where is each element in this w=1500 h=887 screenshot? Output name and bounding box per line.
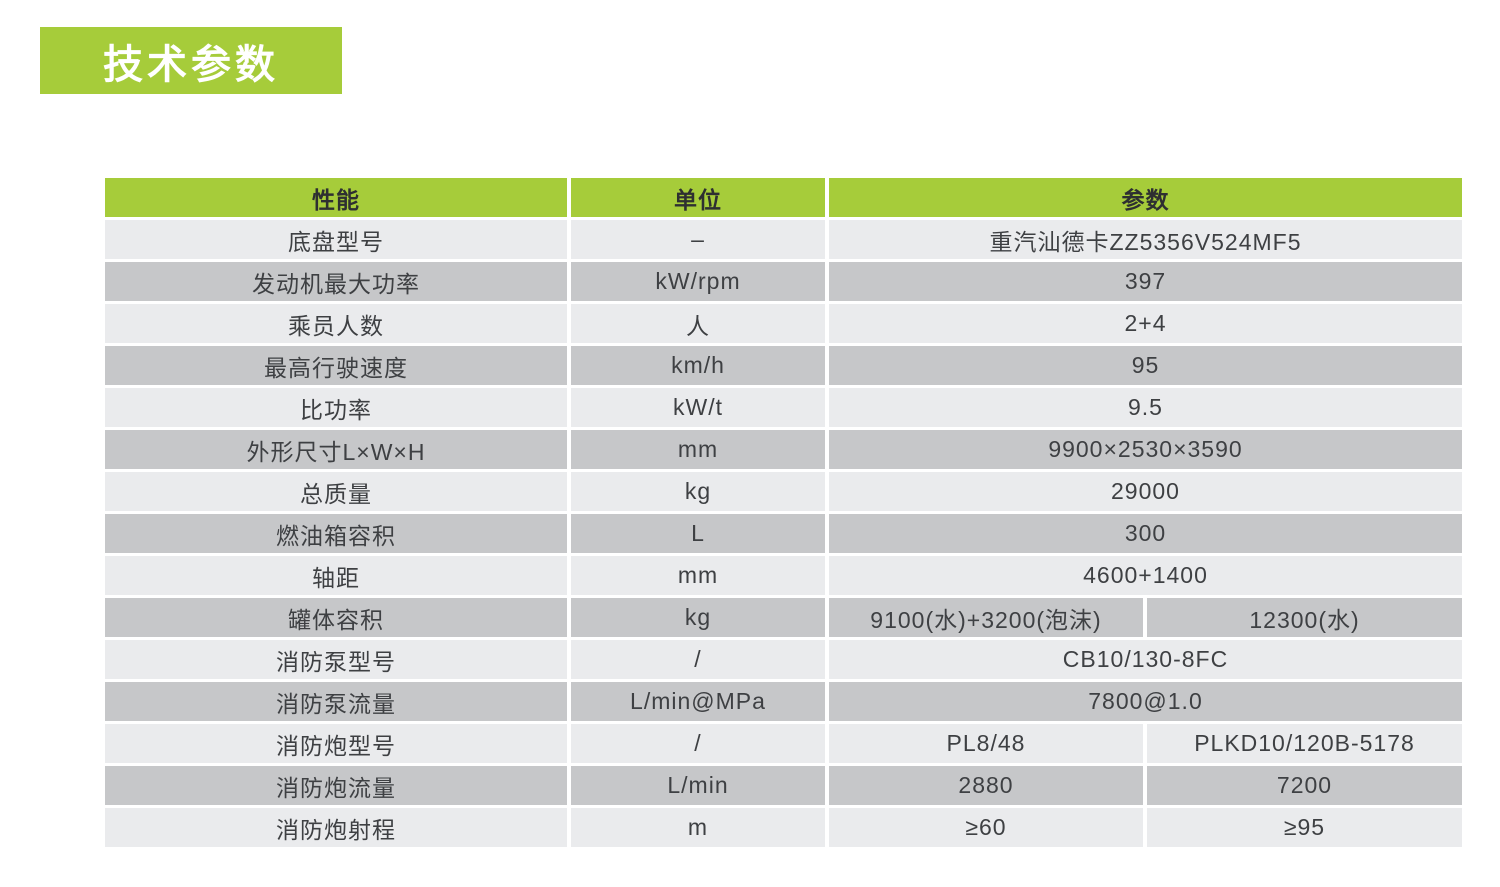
spec-value-cell: 7800@1.0 <box>829 682 1462 721</box>
column-header-parameter: 参数 <box>829 178 1462 217</box>
spec-value-cell: 9.5 <box>829 388 1462 427</box>
spec-label-cell: 消防泵流量 <box>105 682 567 721</box>
spec-label-cell: 乘员人数 <box>105 304 567 343</box>
spec-unit-cell: mm <box>571 556 825 595</box>
spec-label-cell: 消防炮流量 <box>105 766 567 805</box>
spec-value-cell: 7200 <box>1147 766 1462 805</box>
spec-label-cell: 最高行驶速度 <box>105 346 567 385</box>
spec-table: 性能 单位 参数 底盘型号 – 重汽汕德卡ZZ5356V524MF5 发动机最大功率 k… <box>105 178 1462 847</box>
spec-unit-cell: / <box>571 724 825 763</box>
spec-value-cell: ≥60 <box>829 808 1143 847</box>
spec-label-cell: 发动机最大功率 <box>105 262 567 301</box>
spec-label-cell: 消防炮型号 <box>105 724 567 763</box>
spec-value-cell: PL8/48 <box>829 724 1143 763</box>
spec-unit-cell: 人 <box>571 304 825 343</box>
spec-label-cell: 外形尺寸L×W×H <box>105 430 567 469</box>
spec-value-cell: 2+4 <box>829 304 1462 343</box>
spec-value-cell: 9100(水)+3200(泡沫) <box>829 598 1143 637</box>
spec-label-cell: 比功率 <box>105 388 567 427</box>
spec-unit-cell: L/min <box>571 766 825 805</box>
spec-unit-cell: L <box>571 514 825 553</box>
spec-unit-cell: kW/rpm <box>571 262 825 301</box>
spec-label-cell: 消防泵型号 <box>105 640 567 679</box>
spec-unit-cell: kW/t <box>571 388 825 427</box>
spec-label-cell: 燃油箱容积 <box>105 514 567 553</box>
spec-unit-cell: L/min@MPa <box>571 682 825 721</box>
spec-label-cell: 总质量 <box>105 472 567 511</box>
spec-unit-cell: / <box>571 640 825 679</box>
spec-value-cell: 2880 <box>829 766 1143 805</box>
spec-unit-cell: m <box>571 808 825 847</box>
spec-unit-cell: km/h <box>571 346 825 385</box>
spec-value-cell: 95 <box>829 346 1462 385</box>
spec-value-cell: 12300(水) <box>1147 598 1462 637</box>
column-header-unit: 单位 <box>571 178 825 217</box>
spec-label-cell: 轴距 <box>105 556 567 595</box>
spec-value-cell: ≥95 <box>1147 808 1462 847</box>
spec-value-cell: 4600+1400 <box>829 556 1462 595</box>
spec-value-cell: PLKD10/120B-5178 <box>1147 724 1462 763</box>
spec-value-cell: 29000 <box>829 472 1462 511</box>
spec-label-cell: 底盘型号 <box>105 220 567 259</box>
spec-label-cell: 罐体容积 <box>105 598 567 637</box>
spec-value-cell: 重汽汕德卡ZZ5356V524MF5 <box>829 220 1462 259</box>
spec-value-cell: CB10/130-8FC <box>829 640 1462 679</box>
spec-value-cell: 397 <box>829 262 1462 301</box>
spec-label-cell: 消防炮射程 <box>105 808 567 847</box>
spec-value-cell: 300 <box>829 514 1462 553</box>
page-title-text: 技术参数 <box>103 42 279 87</box>
column-header-performance: 性能 <box>105 178 567 217</box>
spec-value-cell: 9900×2530×3590 <box>829 430 1462 469</box>
spec-unit-cell: kg <box>571 472 825 511</box>
spec-unit-cell: kg <box>571 598 825 637</box>
page-title: 技术参数 <box>40 27 342 94</box>
spec-unit-cell: – <box>571 220 825 259</box>
spec-unit-cell: mm <box>571 430 825 469</box>
